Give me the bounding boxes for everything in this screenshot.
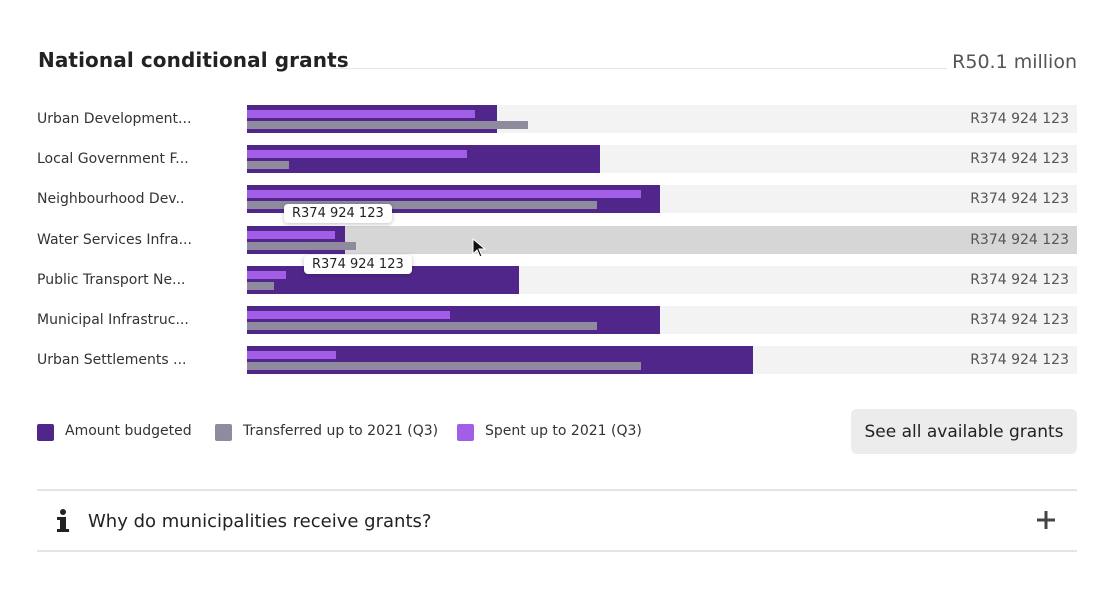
section-header: National conditional grants R50.1 millio… [38,48,1077,78]
bar-transferred[interactable] [247,121,528,129]
grant-row-value: R374 924 123 [970,111,1069,127]
chart-title: National conditional grants [38,48,349,72]
grant-row-value: R374 924 123 [970,231,1069,248]
bar-spent[interactable] [247,190,642,199]
spent-tooltip: R374 924 123 [284,204,392,223]
see-all-grants-button[interactable]: See all available grants [851,409,1077,454]
grant-row[interactable]: Water Services Infra... R374 924 123 [0,225,1114,254]
bar-spent[interactable] [247,351,336,360]
grant-row-value: R374 924 123 [970,352,1069,369]
legend-label-budgeted: Amount budgeted [65,423,192,439]
mouse-cursor-icon [472,238,487,258]
legend-label-transferred: Transferred up to 2021 (Q3) [243,423,439,439]
grants-info-accordion[interactable]: Why do municipalities receive grants? [37,489,1077,552]
accordion-question: Why do municipalities receive grants? [88,511,432,532]
bar-transferred[interactable] [247,281,274,290]
grant-row-label: Urban Development... [37,111,192,127]
grant-row-label: Public Transport Ne... [37,271,186,288]
grant-row-label: Urban Settlements ... [37,352,187,369]
bar-spent[interactable] [247,270,286,279]
bar-spent[interactable] [247,311,451,319]
bar-spent[interactable] [247,150,467,159]
bar-transferred[interactable] [247,201,598,210]
grant-row[interactable]: Public Transport Ne... R374 924 123 [0,265,1114,294]
bar-spent[interactable] [247,110,476,118]
grant-row-label: Neighbourhood Dev.. [37,191,185,208]
grant-row[interactable]: Urban Settlements ... R374 924 123 [0,346,1114,375]
bar-amount-budgeted[interactable] [247,145,600,174]
grant-row-value: R374 924 123 [970,151,1069,168]
grant-row-label: Local Government F... [37,151,189,168]
grant-row[interactable]: Municipal Infrastruc... R374 924 123 [0,306,1114,334]
bar-spent[interactable] [247,230,335,239]
grant-row[interactable]: Neighbourhood Dev.. R374 924 123 [0,185,1114,214]
total-amount: R50.1 million [952,51,1077,73]
grant-row-value: R374 924 123 [970,191,1069,208]
bar-transferred[interactable] [247,322,598,330]
legend-label-spent: Spent up to 2021 (Q3) [485,423,642,439]
info-icon [57,509,69,532]
legend-swatch-transferred [215,424,232,441]
plus-icon[interactable] [1037,511,1055,529]
grant-row-value: R374 924 123 [970,312,1069,328]
grant-row-track [247,225,1077,254]
legend-swatch-spent [457,424,474,441]
legend-swatch-budgeted [37,424,54,441]
grant-row[interactable]: Local Government F... R374 924 123 [0,145,1114,174]
grant-row-label: Municipal Infrastruc... [37,312,189,328]
grant-row-label: Water Services Infra... [37,231,192,248]
bar-transferred[interactable] [247,241,356,250]
bar-transferred[interactable] [247,362,642,371]
title-divider [331,68,947,69]
bar-transferred[interactable] [247,161,290,170]
transferred-tooltip: R374 924 123 [304,255,412,274]
grant-row-value: R374 924 123 [970,271,1069,288]
grant-row[interactable]: Urban Development... R374 924 123 [0,105,1114,133]
